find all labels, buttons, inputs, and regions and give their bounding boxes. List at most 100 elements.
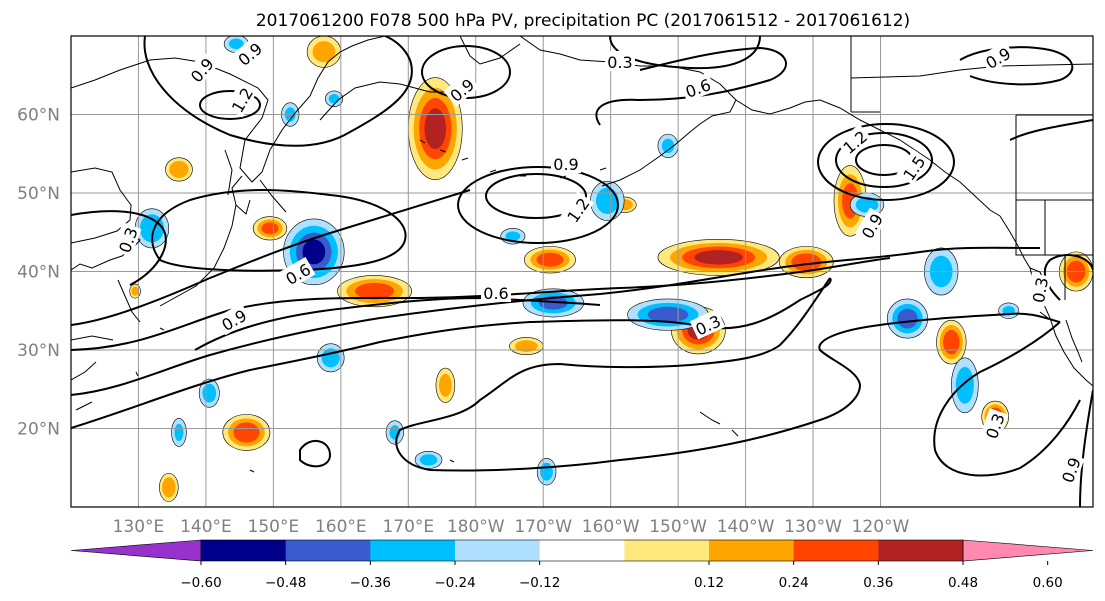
precip-anomaly-blob — [435, 367, 456, 403]
lon-tick-label: 130°E — [113, 517, 165, 537]
pv-contour — [395, 277, 1061, 472]
pv-contour-label: 0.9 — [979, 40, 1016, 74]
pv-contour — [835, 132, 933, 188]
contour-label-halo — [689, 308, 726, 340]
precip-contour-fill — [536, 252, 564, 267]
precip-anomaly-blob — [536, 458, 557, 486]
pv-contour — [151, 189, 407, 272]
contour-label-halo — [854, 207, 888, 244]
pv-contour-label: 1.2 — [224, 81, 258, 118]
colorbar-segment — [370, 540, 456, 561]
contour-label-halo — [605, 51, 635, 71]
precip-anomaly-blob — [129, 283, 141, 299]
precip-contour-fill — [505, 231, 521, 241]
coastline-kamchatka — [71, 36, 386, 183]
colorbar-segment — [539, 540, 625, 561]
precip-anomaly-blob — [998, 302, 1020, 319]
precip-contour-fill — [162, 477, 176, 498]
pv-contour — [71, 246, 1041, 396]
lon-tick-label: 120°W — [852, 517, 910, 537]
precip-contour-fill — [228, 38, 244, 50]
colorbar-segment — [455, 540, 541, 561]
contour-label-halo — [279, 256, 316, 290]
lon-tick-label: 140°E — [180, 517, 232, 537]
latitude-labels: 60°N 50°N 40°N 30°N 20°N — [17, 106, 60, 440]
lon-tick-label: 140°W — [717, 517, 775, 537]
lon-tick-label: 170°W — [514, 517, 572, 537]
precip-contour-fill — [261, 222, 279, 235]
contour-label-halo — [979, 408, 1009, 444]
precip-anomaly-blob — [385, 420, 404, 445]
precip-contour-fill — [169, 161, 189, 178]
contour-label-halo — [112, 222, 142, 258]
pv-contour — [299, 440, 332, 468]
colorbar-segments — [70, 539, 1094, 562]
pv-contour — [933, 321, 1081, 477]
precip-contour-fill — [202, 383, 217, 403]
pv-contour-label: 0.3 — [1026, 273, 1052, 307]
pv-contour-label: 1.5 — [896, 149, 930, 186]
pv-contours — [71, 36, 1093, 507]
coastline-baja — [1039, 311, 1083, 363]
colorbar-extend-high — [962, 539, 1094, 562]
contour-label-halo — [1026, 273, 1052, 307]
precip-contour-fill — [419, 454, 438, 466]
precip-contour-fill — [791, 253, 822, 271]
contour-label-halo — [215, 302, 252, 336]
contour-label-halo — [481, 282, 511, 302]
lat-tick-label: 50°N — [17, 184, 60, 204]
colorbar: −0.60 −0.48 −0.36 −0.24 −0.12 0.12 0.24 0.36 0.4… — [70, 539, 1094, 591]
lon-tick-label: 160°E — [315, 517, 367, 537]
colorbar-tick-label: 0.48 — [948, 575, 978, 591]
lon-tick-label: 150°E — [248, 517, 300, 537]
contour-label-halo — [183, 51, 219, 88]
pv-contour — [595, 46, 787, 126]
colorbar-segment — [793, 540, 879, 561]
contour-label-halo — [680, 72, 716, 102]
precip-anomaly-blob — [657, 239, 780, 276]
precip-anomaly-blob — [627, 298, 709, 331]
contour-label-halo — [443, 71, 480, 107]
contour-label-halo — [231, 36, 268, 71]
precip-anomaly-blob — [936, 319, 967, 365]
colorbar-tick-label: −0.24 — [434, 575, 475, 591]
precip-anomaly-blob — [316, 343, 345, 373]
precip-contour-fill — [515, 340, 538, 352]
pv-contour — [609, 36, 761, 70]
precip-contour-fill — [955, 366, 974, 404]
precip-contour-fill — [694, 250, 743, 265]
precip-contour-fill — [855, 196, 879, 213]
pv-contour-label: 0.9 — [551, 153, 581, 174]
pv-contour-label: 0.9 — [183, 51, 219, 88]
pv-contour-label: 0.3 — [605, 51, 635, 72]
contour-label-halo — [1055, 452, 1085, 488]
precip-anomaly-blob — [171, 417, 187, 447]
contour-label-halo — [224, 81, 258, 118]
colorbar-segment — [878, 540, 964, 561]
pv-contour — [1009, 119, 1093, 141]
pv-contour — [194, 296, 601, 351]
colorbar-tick-labels: −0.60 −0.48 −0.36 −0.24 −0.12 0.12 0.24 0.36 0.4… — [180, 561, 1063, 591]
coastlines — [71, 36, 1093, 473]
pv-contour — [457, 166, 619, 244]
colorbar-segment — [285, 540, 371, 561]
lat-tick-label: 40°N — [17, 263, 60, 283]
colorbar-segment — [624, 540, 710, 561]
pv-contour-value: 0.9 — [553, 155, 578, 174]
colorbar-segment — [709, 540, 795, 561]
precip-contour-fill — [233, 422, 260, 443]
coastline-alaska — [319, 36, 1001, 217]
coastline-aleutians — [419, 139, 607, 179]
pv-contour-label: 1.2 — [836, 123, 873, 159]
pv-contour-label: 0.6 — [481, 282, 511, 303]
colorbar-tick-label: 0.36 — [863, 575, 893, 591]
contour-label-halo — [836, 123, 873, 159]
precip-anomaly-blob — [222, 414, 271, 451]
precip-contour-fill — [540, 462, 553, 481]
lon-tick-label: 180°W — [447, 517, 505, 537]
pv-contour — [199, 90, 261, 120]
colorbar-tick-label: −0.48 — [265, 575, 306, 591]
contour-label-halo — [551, 153, 581, 173]
lon-tick-label: 130°W — [784, 517, 842, 537]
